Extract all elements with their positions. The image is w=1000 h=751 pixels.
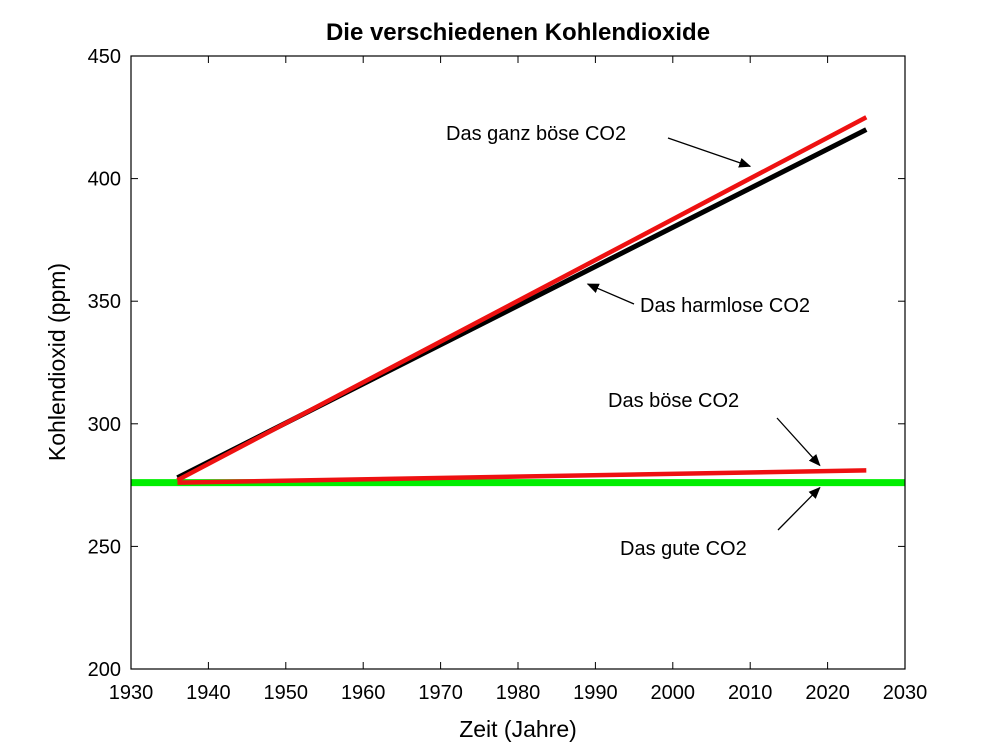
y-axis-label: Kohlendioxid (ppm) — [44, 263, 70, 461]
x-tick-label: 2010 — [728, 682, 773, 704]
x-tick-label: 1960 — [341, 682, 386, 704]
plot-frame — [130, 55, 906, 670]
y-tick-label: 350 — [88, 291, 121, 313]
x-tick-label: 1990 — [573, 682, 618, 704]
y-tick-label: 450 — [88, 46, 121, 68]
y-tick-label: 400 — [88, 169, 121, 191]
x-axis-label: Zeit (Jahre) — [459, 716, 577, 742]
x-tick-label: 1930 — [109, 682, 154, 704]
annotation-boese-arrow — [776, 417, 821, 467]
x-tick-label: 1950 — [264, 682, 309, 704]
x-tick-label: 2030 — [883, 682, 928, 704]
annotation-boese-label: Das böse CO2 — [608, 390, 739, 412]
annotation-gut-label: Das gute CO2 — [620, 538, 747, 560]
annotation-ganz-boese-label: Das ganz böse CO2 — [446, 123, 626, 145]
annotation-gut-arrow — [777, 486, 821, 531]
x-tick-label: 1970 — [418, 682, 463, 704]
x-tick-label: 1940 — [186, 682, 231, 704]
y-tick-label: 200 — [88, 659, 121, 681]
x-tick-label: 1980 — [496, 682, 541, 704]
annotation-ganz-boese-arrow — [667, 137, 752, 168]
x-tick-label: 2000 — [651, 682, 696, 704]
annotation-harmlos-label: Das harmlose CO2 — [640, 295, 810, 317]
x-tick-label: 2020 — [805, 682, 850, 704]
series-line-3 — [176, 115, 868, 483]
chart-title: Die verschiedenen Kohlendioxide — [326, 19, 710, 46]
y-tick-label: 250 — [88, 536, 121, 558]
y-tick-label: 300 — [88, 414, 121, 436]
annotation-harmlos-arrow — [586, 283, 635, 305]
series-line-4 — [177, 468, 867, 485]
